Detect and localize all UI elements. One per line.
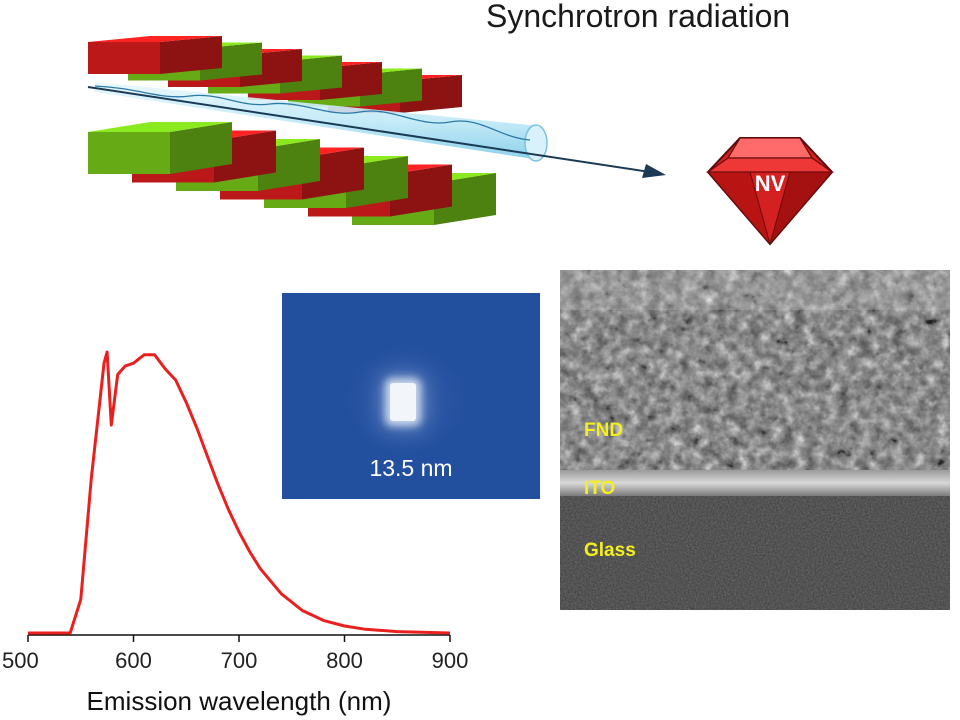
gem-label: NV xyxy=(755,171,786,196)
title: Synchrotron radiation xyxy=(486,0,791,34)
x-tick-label: 600 xyxy=(115,648,152,673)
x-axis-label: Emission wavelength (nm) xyxy=(87,686,392,716)
upper-magnet-array xyxy=(88,36,462,113)
spectrum-line xyxy=(28,350,451,635)
magnet-block-top xyxy=(88,122,232,132)
x-tick-label: 700 xyxy=(221,648,258,673)
magnet-block-side xyxy=(160,36,222,74)
lower-magnet-array xyxy=(88,122,496,225)
beam-spot xyxy=(390,383,416,421)
spot-size-label: 13.5 nm xyxy=(369,455,453,481)
x-tick-label: 800 xyxy=(326,648,363,673)
magnet-block-top xyxy=(88,36,222,42)
sem-cross-section-image: FND ITO Glass xyxy=(560,270,950,610)
x-axis-ticks: 500 600 700 800 900 xyxy=(2,635,468,673)
nv-diamond-icon: NV xyxy=(705,137,835,246)
radiation-arrow xyxy=(87,86,666,178)
sem-layer-label: Glass xyxy=(584,540,636,561)
sem-layer-label: FND xyxy=(584,420,623,441)
beam-spot-image: 13.5 nm xyxy=(282,293,540,499)
spectrum-points xyxy=(27,351,451,634)
undulator-illustration xyxy=(87,36,666,225)
x-tick-label: 500 xyxy=(2,648,39,673)
magnet-block xyxy=(88,42,160,74)
magnet-block-side xyxy=(170,122,232,174)
sem-layer-label: ITO xyxy=(584,478,615,499)
emission-spectrum-chart: 500 600 700 800 900 Emission wavelength (nm) xyxy=(2,350,468,716)
magnet-block xyxy=(88,132,170,174)
x-tick-label: 900 xyxy=(432,648,469,673)
